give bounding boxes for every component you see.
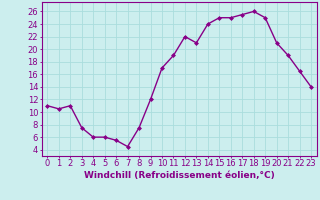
X-axis label: Windchill (Refroidissement éolien,°C): Windchill (Refroidissement éolien,°C) xyxy=(84,171,275,180)
